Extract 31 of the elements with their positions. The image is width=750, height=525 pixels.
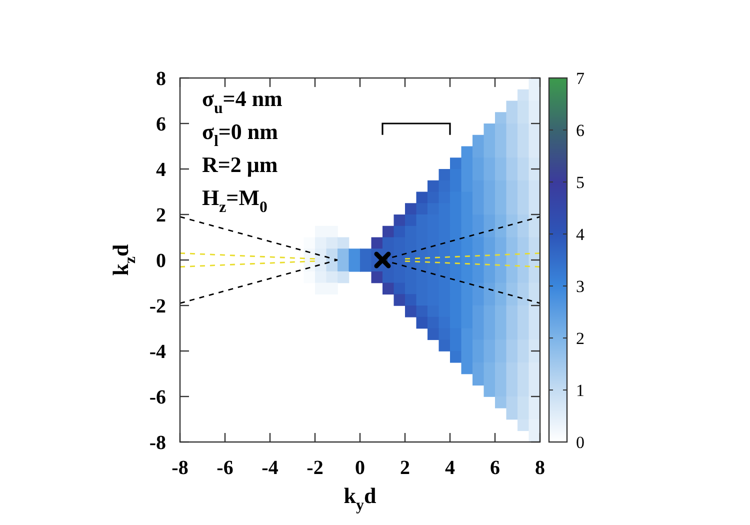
color-bar-label: 5 xyxy=(576,173,584,192)
y-tick-label: 4 xyxy=(156,159,166,181)
x-tick-label: -4 xyxy=(262,457,278,479)
x-tick-label: -6 xyxy=(216,457,234,479)
x-tick-label: -8 xyxy=(172,457,188,479)
y-tick-label: -2 xyxy=(149,296,166,318)
y-tick-label: 2 xyxy=(156,204,166,226)
annotation: R=2 μm xyxy=(202,152,278,177)
y-tick-label: 8 xyxy=(156,68,166,90)
annotation: σ$_{l}$=0 nm xyxy=(202,119,278,150)
color-bar-label: 4 xyxy=(576,225,585,244)
color-bar-label: 6 xyxy=(576,121,584,140)
x-tick-label: -2 xyxy=(306,457,324,479)
y-tick-label: 6 xyxy=(156,114,166,136)
color-bar-label: 7 xyxy=(576,69,585,88)
annotation: σ$_{u}$=4 nm xyxy=(202,86,282,118)
y-tick-label: -8 xyxy=(149,432,166,454)
x-axis-title: k$_{y}$d xyxy=(344,483,376,514)
x-tick-label: 6 xyxy=(490,457,500,479)
x-tick-label: 8 xyxy=(535,457,545,479)
x-tick-label: 2 xyxy=(400,457,410,479)
y-tick-label: 0 xyxy=(156,250,166,272)
x-tick-label: 4 xyxy=(445,457,455,479)
y-tick-label: -4 xyxy=(149,341,166,363)
annotation: H$_{z}$=M$_{0}$ xyxy=(202,185,268,216)
color-bar-label: 3 xyxy=(576,277,584,296)
color-bar-label: 2 xyxy=(576,329,584,348)
x-tick-label: 0 xyxy=(355,457,365,479)
color-bar-label: 1 xyxy=(576,381,584,400)
color-bar-label: 0 xyxy=(576,433,584,452)
y-tick-label: -6 xyxy=(149,386,166,408)
